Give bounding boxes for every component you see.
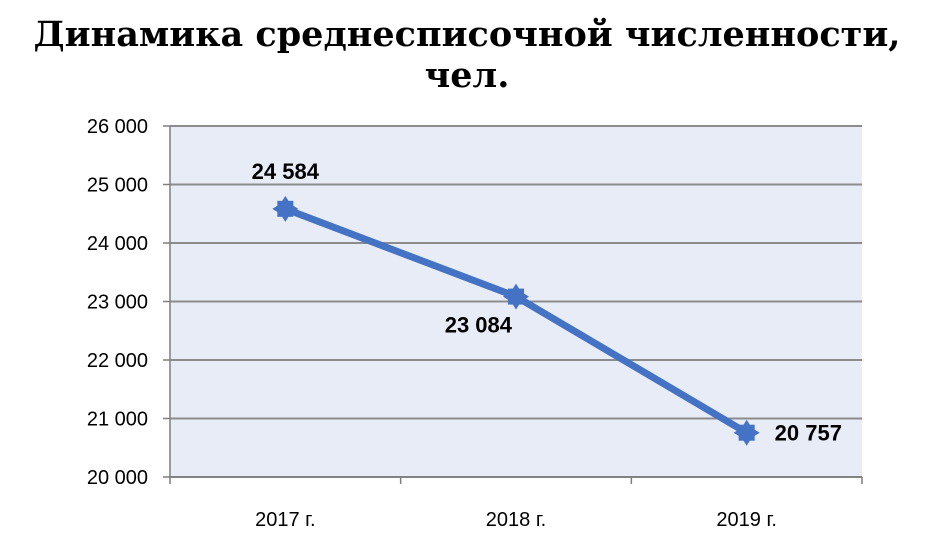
data-label: 20 757 bbox=[775, 421, 842, 446]
y-tick-label: 22 000 bbox=[87, 350, 148, 372]
x-tick-label: 2017 г. bbox=[255, 509, 315, 531]
y-tick-label: 23 000 bbox=[87, 292, 148, 314]
x-tick-label: 2019 г. bbox=[716, 509, 776, 531]
data-label: 24 584 bbox=[252, 159, 320, 184]
data-label: 23 084 bbox=[445, 313, 513, 338]
y-tick-label: 25 000 bbox=[87, 175, 148, 197]
chart-title: Динамика среднесписочной численности, че… bbox=[33, 14, 901, 96]
y-axis-ticks: 20 000 21 000 22 000 23 000 24 000 25 000 26 0… bbox=[87, 116, 170, 489]
data-point bbox=[733, 419, 760, 446]
series-line bbox=[272, 195, 760, 446]
x-axis-ticks: 2017 г. 2018 г. 2019 г. bbox=[169, 477, 863, 531]
data-point bbox=[272, 195, 299, 222]
y-tick-label: 26 000 bbox=[87, 116, 148, 138]
data-labels: 24 584 23 084 20 757 bbox=[252, 159, 842, 446]
y-tick-label: 21 000 bbox=[87, 409, 148, 431]
y-tick-label: 20 000 bbox=[87, 467, 148, 489]
x-tick-label: 2018 г. bbox=[486, 509, 546, 531]
y-tick-label: 24 000 bbox=[87, 233, 148, 255]
data-point bbox=[503, 283, 529, 310]
